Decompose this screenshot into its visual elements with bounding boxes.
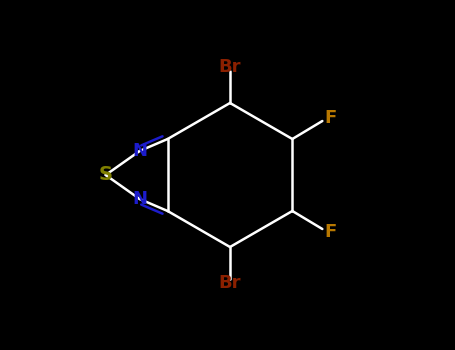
Text: S: S [99, 166, 113, 184]
Text: Br: Br [219, 58, 241, 76]
Text: N: N [132, 190, 147, 208]
Text: F: F [324, 109, 337, 127]
Text: N: N [132, 142, 147, 160]
Text: Br: Br [219, 274, 241, 292]
Text: F: F [324, 223, 337, 241]
